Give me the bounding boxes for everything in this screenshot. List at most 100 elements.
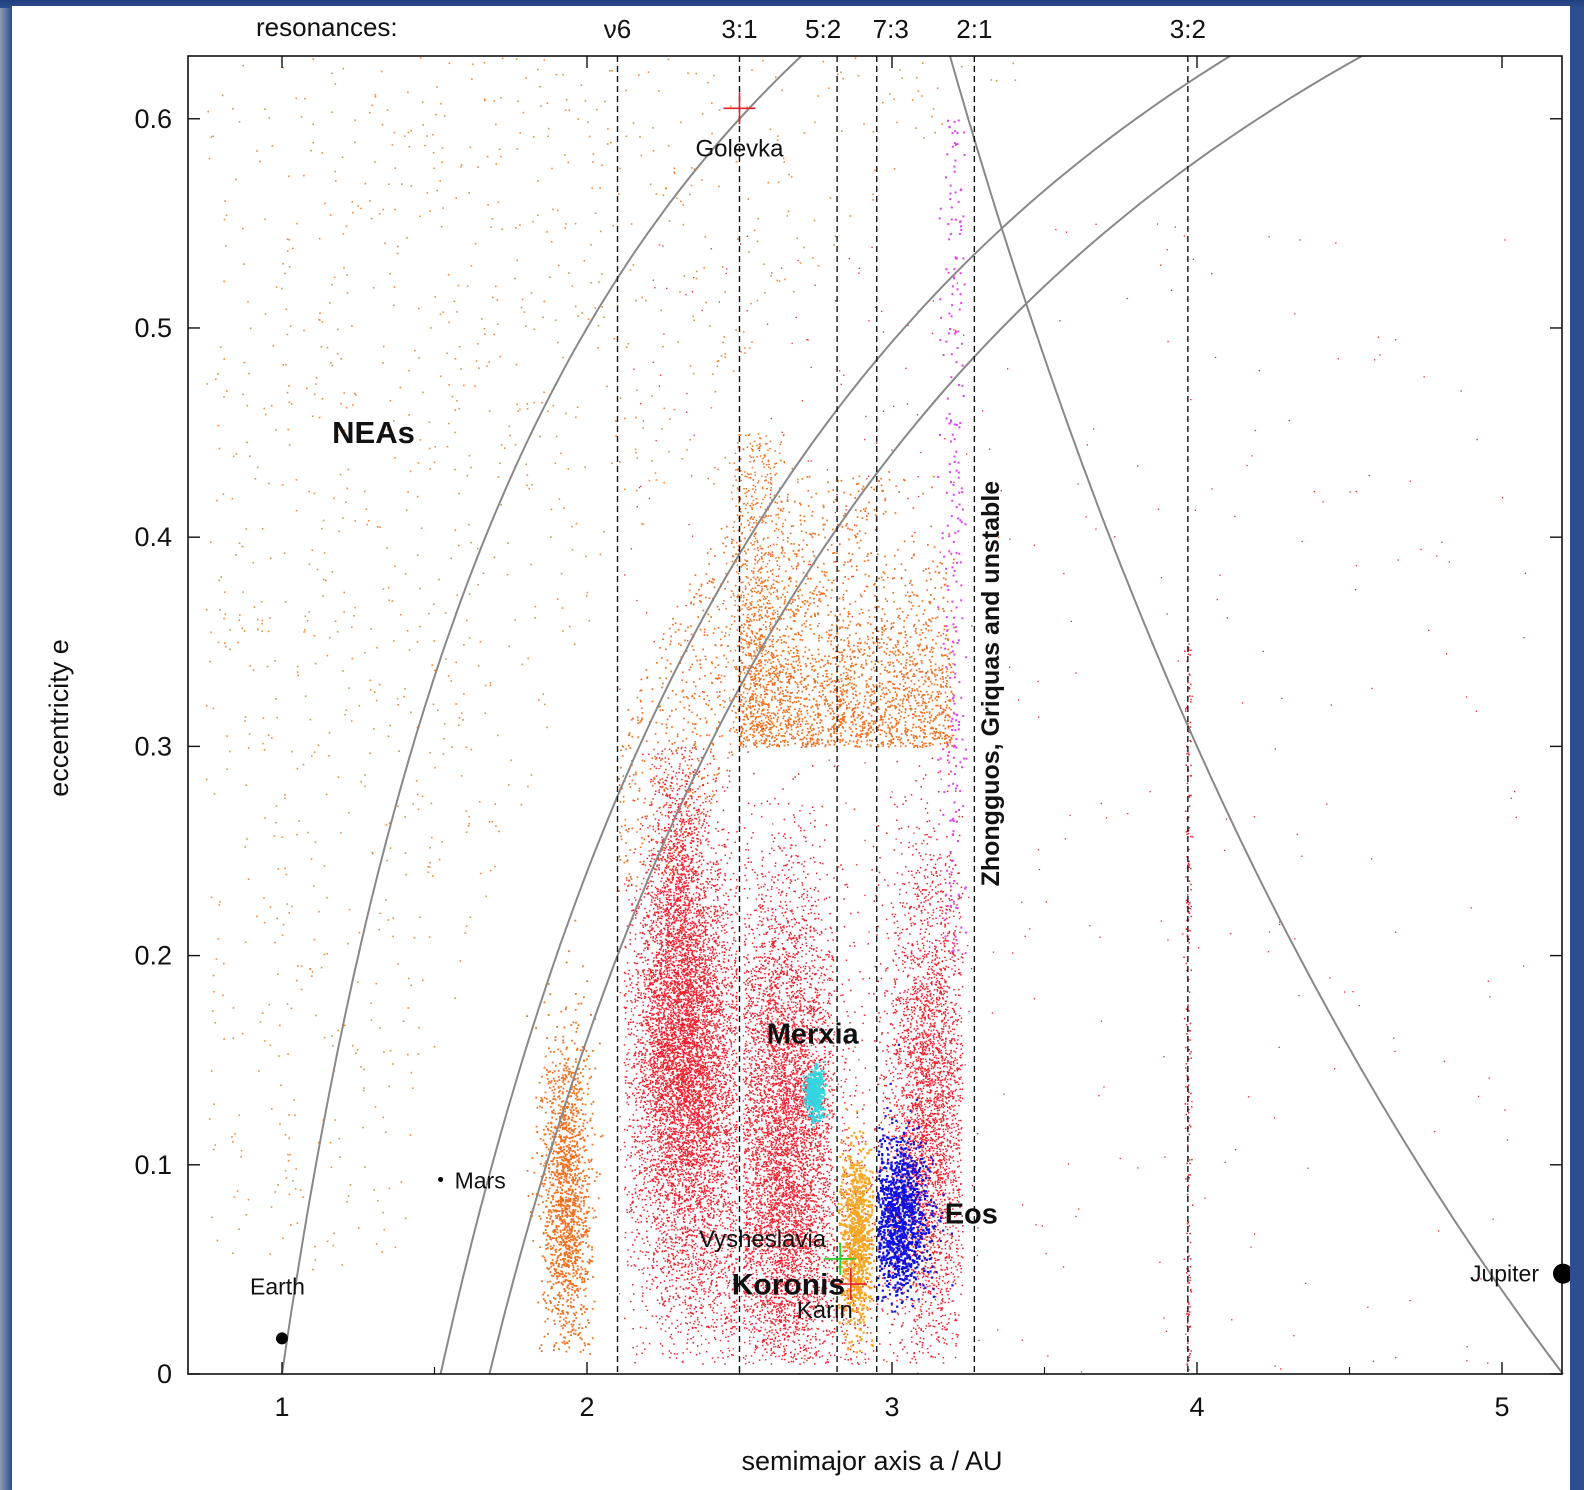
asteroid-point	[916, 688, 918, 690]
asteroid-point	[943, 732, 945, 735]
asteroid-point	[269, 1044, 272, 1047]
asteroid-point	[843, 744, 846, 746]
asteroid-point	[726, 536, 729, 538]
asteroid-point	[748, 641, 750, 644]
asteroid-point	[863, 722, 866, 725]
asteroid-point	[752, 450, 754, 452]
asteroid-point	[872, 709, 874, 711]
asteroid-point	[928, 659, 931, 661]
asteroid-point	[724, 588, 726, 590]
asteroid-point	[776, 719, 779, 721]
asteroid-point	[717, 360, 720, 362]
asteroid-point	[266, 665, 269, 668]
asteroid-point	[397, 963, 399, 965]
asteroid-point	[720, 355, 723, 357]
asteroid-point	[832, 489, 834, 491]
asteroid-point	[749, 702, 751, 705]
asteroid-point	[747, 198, 750, 200]
asteroid-point	[331, 571, 334, 573]
asteroid-point	[643, 760, 646, 762]
asteroid-point	[838, 703, 841, 706]
asteroid-point	[925, 672, 927, 675]
asteroid-point	[750, 477, 752, 479]
asteroid-point	[929, 651, 931, 653]
asteroid-point	[813, 612, 816, 615]
asteroid-point	[585, 555, 587, 558]
asteroid-point	[863, 695, 866, 698]
asteroid-point	[833, 244, 835, 246]
asteroid-point	[652, 127, 654, 129]
asteroid-point	[797, 650, 799, 652]
asteroid-point	[207, 110, 209, 113]
asteroid-point	[927, 567, 930, 570]
asteroid-point	[780, 735, 783, 737]
asteroid-point	[567, 1124, 570, 1126]
asteroid-point	[756, 663, 758, 666]
asteroid-point	[763, 636, 766, 638]
asteroid-point	[750, 629, 753, 632]
asteroid-point	[919, 643, 921, 646]
asteroid-point	[743, 732, 746, 734]
asteroid-point	[798, 700, 800, 703]
asteroid-point	[710, 661, 713, 663]
asteroid-point	[892, 665, 895, 667]
asteroid-point	[462, 719, 464, 721]
asteroid-point	[941, 123, 943, 125]
asteroid-point	[817, 676, 819, 678]
asteroid-point	[751, 544, 753, 546]
asteroid-point	[721, 266, 724, 268]
asteroid-point	[827, 703, 829, 705]
asteroid-point	[828, 629, 831, 632]
asteroid-point	[766, 609, 768, 612]
asteroid-point	[232, 455, 235, 458]
asteroid-point	[223, 1038, 225, 1040]
asteroid-point	[726, 525, 728, 528]
asteroid-point	[797, 734, 800, 737]
asteroid-point	[797, 714, 800, 717]
asteroid-point	[291, 905, 293, 908]
asteroid-point	[491, 820, 493, 823]
asteroid-point	[847, 743, 850, 745]
asteroid-point	[821, 570, 823, 573]
asteroid-point	[790, 565, 793, 568]
asteroid-point	[725, 666, 728, 668]
asteroid-point	[869, 678, 872, 680]
asteroid-point	[226, 390, 228, 392]
asteroid-point	[761, 702, 764, 704]
asteroid-point	[776, 672, 779, 675]
asteroid-point	[929, 719, 932, 722]
asteroid-point	[692, 315, 694, 318]
asteroid-point	[526, 484, 528, 487]
asteroid-point	[685, 696, 688, 698]
asteroid-point	[813, 698, 815, 700]
asteroid-point	[447, 273, 450, 276]
asteroid-point	[990, 79, 993, 81]
asteroid-point	[793, 638, 795, 641]
asteroid-point	[880, 695, 882, 697]
asteroid-point	[363, 1087, 365, 1089]
asteroid-point	[643, 838, 646, 841]
asteroid-point	[574, 1183, 577, 1186]
asteroid-point	[667, 144, 670, 147]
asteroid-point	[311, 975, 313, 977]
asteroid-point	[769, 731, 772, 733]
asteroid-point	[468, 192, 470, 194]
asteroid-point	[329, 302, 331, 304]
asteroid-point	[869, 655, 871, 657]
asteroid-point	[477, 583, 479, 586]
asteroid-point	[921, 746, 924, 749]
asteroid-point	[714, 677, 717, 680]
asteroid-point	[831, 589, 833, 591]
asteroid-point	[248, 733, 251, 735]
asteroid-point	[666, 864, 668, 866]
asteroid-point	[766, 652, 769, 654]
asteroid-point	[937, 704, 939, 707]
asteroid-point	[591, 1255, 594, 1258]
asteroid-point	[809, 662, 812, 665]
asteroid-point	[586, 1190, 589, 1193]
asteroid-point	[308, 611, 311, 613]
asteroid-point	[379, 1027, 381, 1029]
asteroid-point	[817, 566, 819, 569]
asteroid-point	[803, 686, 805, 688]
asteroid-point	[749, 618, 752, 621]
